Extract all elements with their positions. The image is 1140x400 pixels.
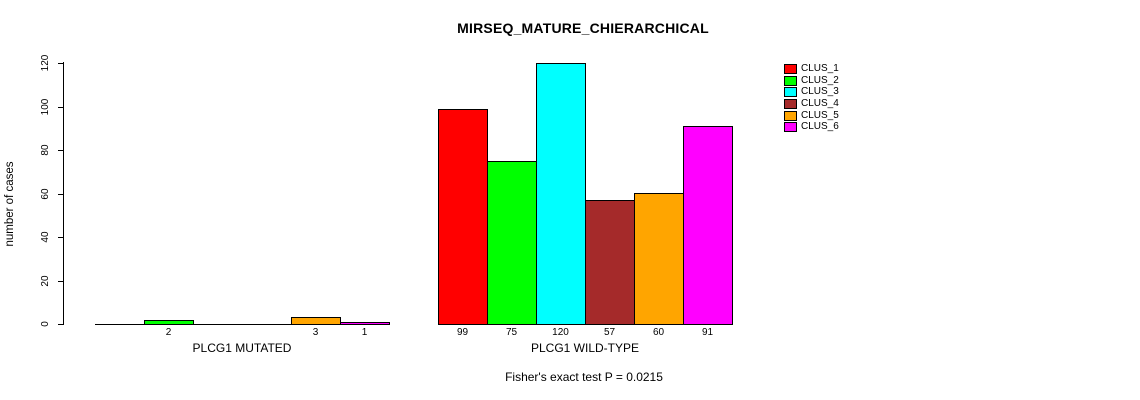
- legend: CLUS_1 CLUS_2 CLUS_3 CLUS_4 CLUS_5 CLUS_6: [784, 63, 839, 133]
- fisher-test-annotation: Fisher's exact test P = 0.0215: [505, 370, 663, 384]
- legend-swatch: [784, 75, 797, 86]
- group-baseline: [95, 324, 390, 325]
- legend-item: CLUS_1: [784, 63, 839, 75]
- bar-value-label: 75: [505, 327, 518, 338]
- bar-value-label: 2: [165, 327, 172, 338]
- bar-value-label: 91: [701, 327, 714, 338]
- bar-CLUS_2: [144, 320, 194, 325]
- category-label: PLCG1 MUTATED: [192, 341, 292, 355]
- legend-item: CLUS_3: [784, 86, 839, 98]
- legend-swatch: [784, 122, 797, 133]
- bar-CLUS_5: [634, 193, 684, 325]
- bar-CLUS_3: [536, 63, 586, 325]
- y-axis-label: number of cases: [4, 161, 16, 247]
- bar-CLUS_2: [487, 161, 537, 325]
- chart-title: MIRSEQ_MATURE_CHIERARCHICAL: [457, 20, 709, 36]
- y-tick-label: 80: [40, 144, 51, 156]
- legend-swatch: [784, 98, 797, 109]
- y-tick: [58, 281, 63, 282]
- y-tick: [58, 150, 63, 151]
- bar-value-label: 3: [312, 327, 319, 338]
- legend-item-label: CLUS_6: [801, 121, 839, 133]
- y-tick: [58, 237, 63, 238]
- bar-CLUS_5: [291, 317, 341, 325]
- legend-item: CLUS_4: [784, 98, 839, 110]
- bar-value-label: 99: [456, 327, 469, 338]
- legend-item: CLUS_6: [784, 121, 839, 133]
- legend-item-label: CLUS_2: [801, 74, 839, 86]
- y-tick: [58, 63, 63, 64]
- y-tick-label: 60: [40, 188, 51, 200]
- y-tick-label: 120: [40, 54, 51, 72]
- bar-CLUS_6: [340, 322, 390, 325]
- y-tick-label: 100: [40, 98, 51, 116]
- y-tick-label: 0: [40, 321, 51, 327]
- y-tick: [58, 107, 63, 108]
- legend-item-label: CLUS_1: [801, 62, 839, 74]
- bar-value-label: 57: [603, 327, 616, 338]
- y-tick: [58, 194, 63, 195]
- y-axis-line: [63, 62, 64, 325]
- legend-item-label: CLUS_3: [801, 86, 839, 98]
- y-tick: [58, 324, 63, 325]
- legend-item-label: CLUS_5: [801, 109, 839, 121]
- legend-item: CLUS_5: [784, 110, 839, 122]
- bar-CLUS_4: [585, 200, 635, 325]
- bar-value-label: 1: [361, 327, 368, 338]
- bar-CLUS_6: [683, 126, 733, 325]
- legend-item: CLUS_2: [784, 75, 839, 87]
- bar-value-label: 120: [552, 327, 569, 338]
- legend-swatch: [784, 87, 797, 98]
- legend-swatch: [784, 63, 797, 74]
- category-label: PLCG1 WILD-TYPE: [530, 341, 640, 355]
- legend-swatch: [784, 110, 797, 121]
- y-tick-label: 40: [40, 231, 51, 243]
- bar-CLUS_1: [438, 109, 488, 325]
- bar-value-label: 60: [652, 327, 665, 338]
- y-tick-label: 20: [40, 275, 51, 287]
- legend-item-label: CLUS_4: [801, 97, 839, 109]
